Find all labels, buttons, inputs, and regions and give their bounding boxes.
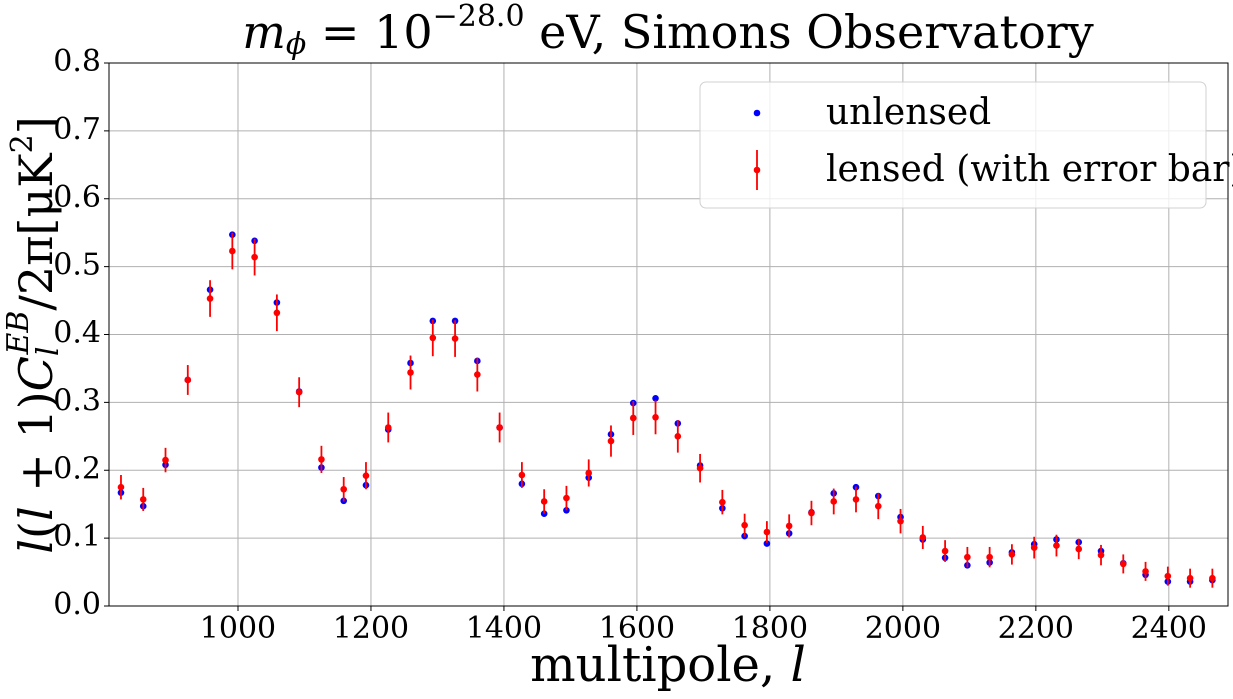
point <box>1142 568 1149 575</box>
y-tick-label: 0.6 <box>53 180 101 215</box>
x-axis-label: multipole, l <box>530 637 806 693</box>
title-part: ϕ <box>286 27 306 62</box>
point <box>407 369 414 376</box>
point <box>340 485 348 493</box>
point <box>1119 560 1127 568</box>
point <box>318 456 325 463</box>
y-tick-label: 0.7 <box>53 112 101 147</box>
title-part: eV, Simons Observatory <box>525 5 1094 59</box>
point <box>919 534 927 541</box>
point <box>429 334 437 342</box>
y-tick-label: 0.4 <box>53 316 101 351</box>
point <box>830 498 838 505</box>
point <box>874 502 882 510</box>
point <box>941 547 949 555</box>
x-tick-label: 2000 <box>865 611 941 646</box>
ylabel-part: EB <box>1 311 36 356</box>
y-tick-label: 0.0 <box>53 587 101 622</box>
point <box>763 528 771 536</box>
point <box>607 437 615 445</box>
x-tick-label: 1000 <box>200 611 276 646</box>
legend-label: lensed (with error bar) <box>826 149 1233 190</box>
point <box>540 498 548 505</box>
x-tick-label: 1200 <box>333 611 409 646</box>
point <box>652 395 659 402</box>
point <box>741 521 748 529</box>
legend-label: unlensed <box>826 92 991 133</box>
xlabel-part: l <box>790 637 805 693</box>
point <box>362 472 370 479</box>
point <box>808 509 815 517</box>
point <box>139 496 147 503</box>
point <box>986 553 993 561</box>
point <box>206 295 214 302</box>
point <box>1075 545 1083 553</box>
point <box>184 376 192 384</box>
legend-box <box>699 81 1207 209</box>
point <box>897 517 904 525</box>
point <box>563 494 570 502</box>
point <box>384 424 392 431</box>
point <box>518 471 526 479</box>
x-tick-label: 2400 <box>1131 611 1207 646</box>
ylabel-part: l <box>9 539 63 554</box>
point <box>251 253 258 261</box>
point <box>585 469 593 477</box>
y-tick-label: 0.5 <box>53 248 101 283</box>
point <box>629 414 637 422</box>
point <box>763 540 771 547</box>
point <box>1186 574 1194 582</box>
point <box>295 388 303 396</box>
point <box>117 483 125 491</box>
point <box>229 247 236 255</box>
legend: unlensed lensed (with error bar) <box>699 81 1233 209</box>
point <box>964 553 971 561</box>
point <box>785 522 793 530</box>
legend-marker <box>753 109 761 117</box>
point <box>1008 551 1016 558</box>
point <box>1164 572 1172 580</box>
chart-title: mϕ = 10−28.0 eV, Simons Observatory <box>242 0 1094 62</box>
ylabel-part: + 1) <box>9 391 63 506</box>
point <box>162 456 169 464</box>
title-part: −28.0 <box>433 0 525 34</box>
x-tick-label: 2200 <box>998 611 1074 646</box>
point <box>496 424 503 431</box>
ylabel-part: /2π[μK <box>9 152 63 311</box>
x-tick-label: 1600 <box>599 611 675 646</box>
point <box>273 309 281 317</box>
ylabel-part: l <box>9 506 63 521</box>
legend-marker <box>753 166 761 174</box>
point <box>451 335 459 342</box>
point <box>674 433 682 440</box>
point <box>1030 544 1038 551</box>
ylabel-part: ( <box>9 521 63 539</box>
point <box>652 414 659 421</box>
ylabel-part: l <box>31 347 66 357</box>
point <box>1097 551 1105 559</box>
y-axis-label: l(l + 1)ClEB/2π[μK2] <box>1 116 66 553</box>
title-part: m <box>242 5 286 59</box>
ylabel-part: ] <box>9 116 63 134</box>
x-tick-label: 1400 <box>466 611 542 646</box>
point <box>696 464 704 472</box>
y-tick-label: 0.8 <box>53 44 101 79</box>
y-tick-label: 0.2 <box>53 451 101 486</box>
x-tick-label: 1800 <box>732 611 808 646</box>
point <box>1053 542 1060 549</box>
point <box>474 371 481 378</box>
ylabel-part: C <box>9 356 63 391</box>
point <box>719 498 726 506</box>
y-tick-label: 0.3 <box>53 383 101 418</box>
title-part: = 10 <box>306 5 432 59</box>
xlabel-part: multipole, <box>530 637 790 693</box>
y-tick-label: 0.1 <box>53 519 101 554</box>
point <box>1209 574 1216 582</box>
point <box>852 496 860 503</box>
ylabel-part: 2 <box>5 134 40 153</box>
